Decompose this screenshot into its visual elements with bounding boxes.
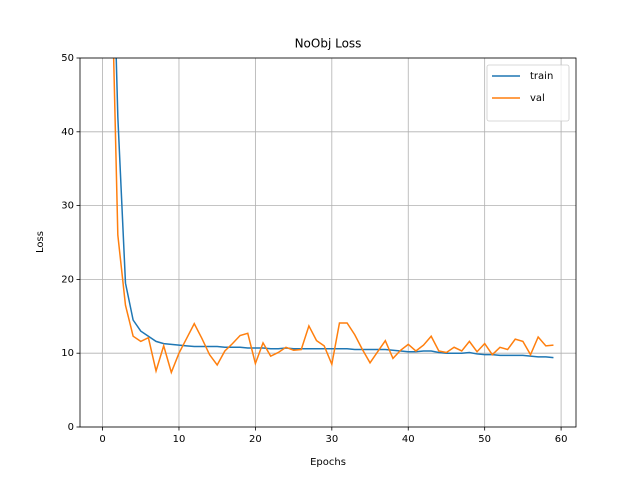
axes-frame: [79, 57, 577, 428]
series-line: [112, 58, 554, 375]
y-axis-label: Loss: [35, 231, 46, 253]
y-tick-label: 20: [61, 274, 74, 285]
series-line: [115, 58, 554, 359]
legend-label: train: [530, 71, 553, 82]
y-tick-label: 50: [61, 53, 74, 64]
y-tick-label: 30: [61, 201, 74, 212]
x-tick-label: 40: [402, 434, 415, 445]
legend-label: val: [530, 93, 545, 104]
x-tick-label: 30: [325, 434, 338, 445]
x-axis-label: Epochs: [310, 457, 346, 468]
x-tick-label: 10: [173, 434, 186, 445]
x-tick-label: 0: [99, 434, 105, 445]
y-tick-label: 40: [61, 127, 74, 138]
chart-title: NoObj Loss: [295, 37, 362, 51]
x-tick-label: 50: [478, 434, 491, 445]
y-tick-label: 10: [61, 348, 74, 359]
legend: train val: [486, 64, 570, 122]
x-tick-label: 60: [555, 434, 568, 445]
ticks: 0 10 20 30 40 50 60 0 10 20 30 40 50: [61, 53, 567, 445]
x-tick-label: 20: [249, 434, 262, 445]
legend-box: [486, 64, 570, 122]
y-tick-label: 0: [68, 422, 74, 433]
plot-area: [112, 58, 554, 375]
